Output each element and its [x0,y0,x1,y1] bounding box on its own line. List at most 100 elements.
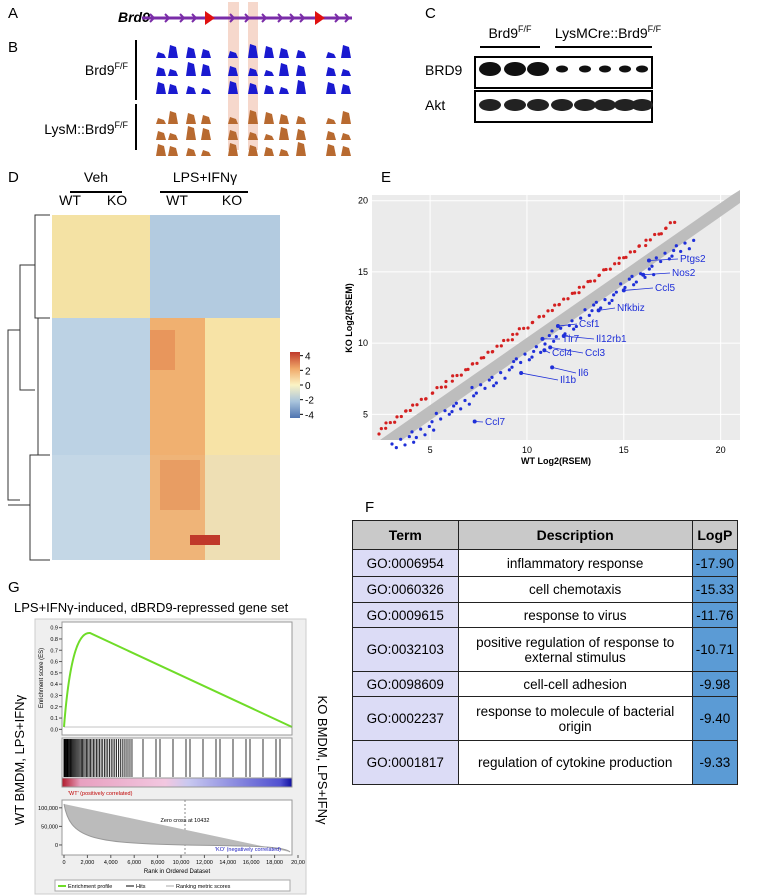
background-point [492,384,496,388]
background-point [559,326,563,330]
background-point [512,359,516,364]
background-point [384,426,388,430]
blot-band [504,62,526,76]
background-point [430,391,434,395]
y-tick-label: 0.6 [50,660,58,666]
background-point [562,297,566,301]
background-point [607,301,611,305]
background-point [503,376,507,380]
background-point [542,314,546,318]
gene-point [472,419,477,424]
y-tick-label: 20 [358,196,368,206]
gene-label: Il6 [578,368,589,379]
logp-cell: -17.90 [691,549,739,577]
background-point [526,326,530,330]
background-point [407,434,411,439]
background-point [463,398,467,403]
term-cell: GO:0002237 [352,696,459,741]
background-point [550,308,554,313]
background-point [587,313,591,317]
x-axis-label: WT Log2(RSEM) [521,456,591,466]
background-point [511,332,515,337]
background-point [527,358,531,362]
group-label: LysMCre::Brd9F/F [555,24,662,41]
colorbar-tick-label: -2 [305,396,314,407]
blot-band [479,62,501,76]
y-tick-label: 0.0 [50,727,58,733]
background-point [554,334,558,339]
table-row: GO:0002237 response to molecule of bacter… [352,696,739,741]
header-cell: LogP [691,520,739,550]
gene-point [519,371,524,376]
background-point [573,291,577,295]
background-point [510,365,514,369]
panel-letter: C [425,5,436,22]
x-tick-label: 16,000 [243,860,260,866]
x-tick-label: 10 [522,445,532,455]
background-point [583,308,587,312]
enrichment-profile [63,632,293,728]
background-point [379,427,383,431]
gene-point [555,324,560,329]
background-point [472,394,476,398]
gene-point [548,345,553,350]
gene-point [646,258,651,263]
background-point [557,303,561,307]
group-label: Brd9F/F [488,24,532,41]
background-point [553,303,557,307]
condition-label: WT [166,192,188,208]
table-row: GO:0098609 cell-cell adhesion -9.98 [352,671,739,697]
x-tick-label: 8,000 [151,860,165,866]
background-point [603,298,607,302]
background-point [411,403,415,407]
gene-label: Ptgs2 [680,254,706,265]
term-cell: GO:0098609 [352,671,459,697]
background-point [577,285,581,289]
background-point [673,220,677,224]
background-point [452,404,456,408]
leader-line [643,272,671,276]
blot [474,56,653,89]
background-point [404,409,408,413]
background-point [499,371,503,375]
background-point [659,232,663,236]
hits [63,739,281,777]
background-point [594,300,598,304]
background-point [454,401,458,405]
colorbar-tick-label: 4 [305,352,311,363]
leader-line [598,307,616,311]
table-row: GO:0009615 response to virus -11.76 [352,602,739,628]
header-cell: Term [352,520,459,550]
label-sup: F/F [115,120,129,130]
leader-line [550,347,584,354]
background-point [450,379,454,383]
term-cell: GO:0060326 [352,576,459,603]
description-cell: regulation of cytokine production [457,740,693,785]
logp-cell: -9.33 [691,740,739,785]
coverage-track [150,110,352,124]
background-point [574,324,578,329]
gene-point [540,336,545,341]
blot-band [631,99,653,111]
background-point [430,420,434,424]
background-point [613,262,617,266]
side-label: KO BMDM, LPS+IFNγ [315,696,330,825]
term-cell: GO:0001817 [352,740,459,785]
background-point [388,420,392,425]
background-point [654,256,658,260]
gene-label: Il12rb1 [596,334,627,345]
x-tick-label: 0 [62,860,65,866]
background-point [495,344,499,348]
logp-cell: -11.76 [691,602,739,628]
background-point [672,248,676,253]
background-point [543,342,547,346]
background-point [610,298,614,303]
background-point [687,247,691,251]
pos-label: 'WT' (positively correlated) [68,791,133,797]
background-point [539,350,543,354]
coverage-track [150,142,352,156]
gene-label: Ccl7 [485,417,505,428]
background-point [590,309,594,313]
background-point [692,238,696,242]
